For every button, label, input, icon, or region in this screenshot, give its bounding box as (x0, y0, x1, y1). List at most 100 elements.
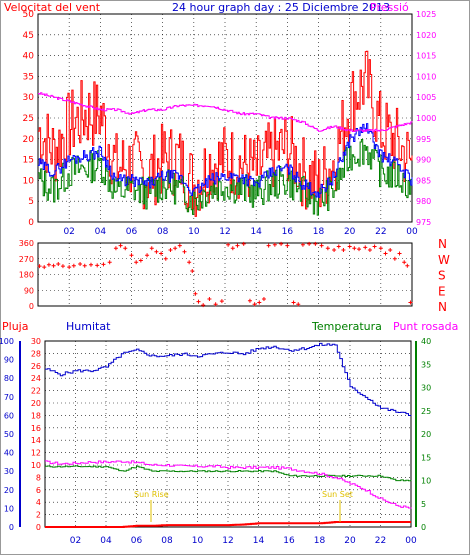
direction-tick-label: 90 (24, 286, 34, 295)
wind-tick-label: 30 (23, 93, 35, 103)
wind-x-tick-label: 22 (375, 227, 386, 237)
direction-point (252, 302, 257, 307)
direction-point (307, 241, 312, 246)
direction-point (402, 260, 407, 265)
rain-tick-label: 16 (31, 424, 41, 433)
wind-x-tick-label: 08 (157, 227, 169, 237)
wind-x-tick-label: 02 (63, 227, 74, 237)
wind-tick-label: 50 (23, 10, 35, 20)
direction-point (352, 246, 357, 251)
direction-point (257, 300, 262, 305)
humidity-x-tick-label: 22 (375, 536, 386, 546)
wind-series (38, 50, 413, 217)
direction-point (51, 263, 56, 268)
direction-tick-label: 360 (19, 239, 34, 248)
direction-point (363, 245, 368, 250)
direction-point (163, 256, 168, 261)
temperature-line (45, 465, 412, 482)
rain-tick-label: 8 (36, 473, 41, 482)
direction-point (397, 251, 402, 256)
direction-point (266, 243, 271, 248)
compass-label: N (438, 300, 447, 314)
direction-point (187, 260, 192, 265)
direction-point (207, 297, 212, 301)
humidity-x-tick-label: 02 (70, 536, 81, 546)
rain-tick-label: 26 (31, 362, 41, 371)
direction-point (196, 299, 201, 304)
direction-point (219, 299, 224, 304)
wind-tick-label: 35 (23, 72, 34, 82)
wind-tick-label: 10 (23, 176, 35, 186)
direction-tick-label: 180 (19, 271, 34, 280)
rain-tick-label: 12 (31, 449, 41, 458)
direction-point (388, 248, 393, 252)
wind-x-tick-label: 20 (344, 227, 356, 237)
humidity-x-tick-label: 08 (161, 536, 173, 546)
direction-point (341, 248, 346, 252)
temperature-tick-label: 25 (421, 407, 431, 416)
humidity-tick-label: 0 (9, 523, 14, 532)
humidity-x-tick-label: 06 (131, 536, 143, 546)
rain-tick-label: 22 (31, 387, 41, 396)
direction-point (313, 241, 318, 246)
pressure-line (38, 92, 413, 133)
wind-tick-label: 15 (23, 156, 34, 166)
wind-tick-label: 45 (23, 31, 34, 41)
temperature-tick-label: 10 (421, 477, 431, 486)
direction-point (138, 258, 143, 263)
wind-tick-label: 5 (28, 197, 34, 207)
wind-x-tick-label: 14 (250, 227, 262, 237)
compass-label: W (438, 253, 450, 267)
direction-point (149, 246, 154, 251)
direction-point (392, 256, 397, 261)
temperature-tick-label: 35 (421, 360, 431, 369)
rain-tick-label: 6 (36, 486, 41, 495)
direction-point (296, 302, 301, 307)
direction-point (60, 264, 65, 269)
rain-line (45, 521, 411, 528)
direction-point (134, 260, 139, 265)
temperature-axis-title: Temperatura (311, 320, 382, 333)
compass-label: N (438, 237, 447, 251)
pressure-tick-label: 1025 (416, 10, 436, 19)
direction-point (37, 264, 42, 269)
humidity-tick-label: 80 (4, 374, 14, 383)
direction-point (230, 246, 235, 251)
direction-point (405, 263, 410, 268)
pressure-tick-label: 1000 (416, 114, 436, 123)
wind-average-line (38, 139, 413, 216)
direction-point (325, 246, 330, 251)
direction-point (67, 265, 72, 270)
direction-tick-label: 270 (19, 255, 34, 264)
wind-speed-line (38, 50, 413, 217)
wind-gust-line (38, 123, 413, 198)
humidity-tick-label: 40 (4, 449, 14, 458)
direction-point (95, 263, 100, 268)
direction-point (193, 291, 198, 296)
humidity-tick-label: 60 (4, 411, 14, 420)
humidity-x-tick-label: 04 (100, 536, 112, 546)
pressure-tick-label: 985 (416, 176, 431, 185)
humidity-x-tick-label: 14 (253, 536, 265, 546)
direction-point (177, 243, 182, 248)
wind-x-tick-label: 18 (313, 227, 325, 237)
direction-point (190, 269, 195, 273)
rain-tick-label: 2 (36, 511, 41, 520)
direction-grid (38, 242, 413, 307)
temperature-tick-label: 40 (421, 337, 431, 346)
sunrise-label: Sun Rise (134, 490, 169, 499)
direction-point (118, 243, 123, 248)
pressure-axis-title: Pressió (370, 1, 409, 14)
direction-point (300, 242, 305, 247)
rain-tick-label: 10 (31, 461, 41, 470)
wind-x-tick-label: 00 (406, 227, 418, 237)
compass-label: E (438, 284, 446, 298)
pressure-tick-label: 995 (416, 135, 431, 144)
rain-tick-label: 18 (31, 411, 41, 420)
direction-point (42, 265, 47, 270)
humidity-tick-label: 30 (4, 467, 14, 476)
wind-x-tick-label: 16 (282, 227, 294, 237)
wind-x-tick-label: 06 (126, 227, 138, 237)
